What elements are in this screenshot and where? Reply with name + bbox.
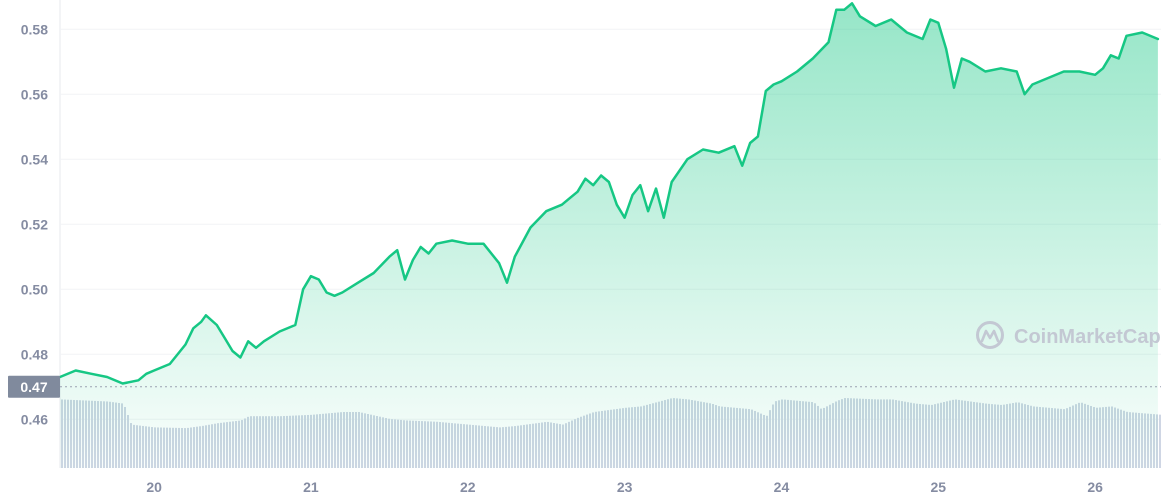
coinmarketcap-logo-icon	[976, 321, 1004, 349]
reference-tag: 0.47	[8, 375, 60, 398]
x-tick-label: 24	[774, 479, 790, 495]
watermark: CoinMarketCap	[976, 321, 1161, 349]
watermark-text: CoinMarketCap	[1014, 326, 1161, 348]
y-tick-label: 0.58	[21, 21, 48, 37]
y-tick-label: 0.46	[21, 411, 48, 427]
x-axis-ticks: 20 21 22 23 24 25 26	[146, 479, 1103, 495]
reference-tag-label: 0.47	[20, 379, 47, 395]
y-tick-label: 0.52	[21, 216, 48, 232]
x-tick-label: 22	[460, 479, 476, 495]
y-tick-label: 0.56	[21, 86, 48, 102]
y-axis-ticks: 0.46 0.48 0.50 0.52 0.54 0.56 0.58	[21, 21, 48, 427]
x-tick-label: 20	[146, 479, 162, 495]
x-tick-label: 21	[303, 479, 319, 495]
price-area-fill	[60, 3, 1158, 469]
reference-tag-background	[8, 375, 60, 398]
y-tick-label: 0.50	[21, 281, 48, 297]
x-tick-label: 25	[931, 479, 947, 495]
y-tick-label: 0.48	[21, 346, 48, 362]
price-line	[58, 2, 1160, 385]
volume-bar	[1159, 414, 1161, 468]
x-tick-label: 26	[1087, 479, 1103, 495]
x-tick-label: 23	[617, 479, 633, 495]
y-tick-label: 0.54	[21, 151, 48, 167]
